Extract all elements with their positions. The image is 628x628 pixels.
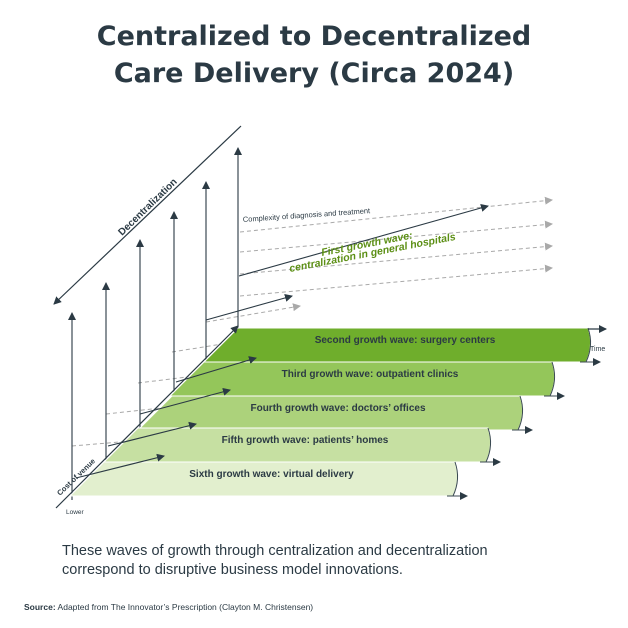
wave-band-edge	[585, 327, 592, 363]
dashed-line	[205, 303, 301, 323]
title-line-1: Centralized to Decentralized	[96, 21, 532, 52]
source-label: Source:	[24, 602, 56, 612]
source-note: Source: Adapted from The Innovator’s Pre…	[24, 602, 313, 612]
decentralization-axis	[53, 125, 242, 305]
venue-height-arrows	[68, 147, 293, 500]
decentralization-axis-label: Decentralization	[116, 177, 179, 239]
dashed-line	[137, 368, 229, 384]
time-axis-label: Time	[590, 346, 605, 353]
wave-label: Fifth growth wave: patients’ homes	[222, 435, 389, 446]
wave-label: Third growth wave: outpatient clinics	[282, 369, 459, 380]
caption: These waves of growth through centraliza…	[62, 542, 582, 580]
source-text: Adapted from The Innovator’s Prescriptio…	[55, 602, 314, 612]
wave-band-edge	[452, 461, 459, 497]
complexity-label: Complexity of diagnosis and treatment	[243, 206, 372, 224]
wave-growth-arrow	[75, 453, 165, 479]
wave-growth-arrows	[75, 356, 257, 479]
dashed-line	[239, 264, 553, 297]
wave-growth-arrow	[139, 387, 231, 415]
wave-band-edge	[517, 395, 524, 431]
dashed-line	[239, 220, 553, 253]
wave-growth-arrow	[175, 356, 257, 383]
dashed-line	[171, 335, 261, 353]
wave-band-edge	[549, 361, 556, 397]
cost-of-venue-axis	[55, 325, 239, 509]
page-title: Centralized to Decentralized Care Delive…	[0, 18, 628, 92]
title-line-2: Care Delivery (Circa 2024)	[113, 58, 515, 89]
wave-label: Sixth growth wave: virtual delivery	[189, 469, 354, 480]
lower-label: Lower	[66, 509, 85, 516]
wave-band-edge	[485, 427, 492, 463]
wave-label: Second growth wave: surgery centers	[315, 335, 496, 346]
wave-growth-arrow	[107, 421, 197, 447]
caption-line-2: correspond to disruptive business model …	[62, 562, 403, 578]
wave-bands: Second growth wave: surgery centers Third…	[68, 327, 601, 500]
caption-line-1: These waves of growth through centraliza…	[62, 543, 488, 559]
second-wave-arrow	[205, 294, 293, 321]
wave-label: Fourth growth wave: doctors’ offices	[250, 403, 425, 414]
dashed-line	[239, 196, 553, 233]
dashed-line	[239, 242, 553, 275]
first-wave-arrow	[238, 204, 489, 277]
